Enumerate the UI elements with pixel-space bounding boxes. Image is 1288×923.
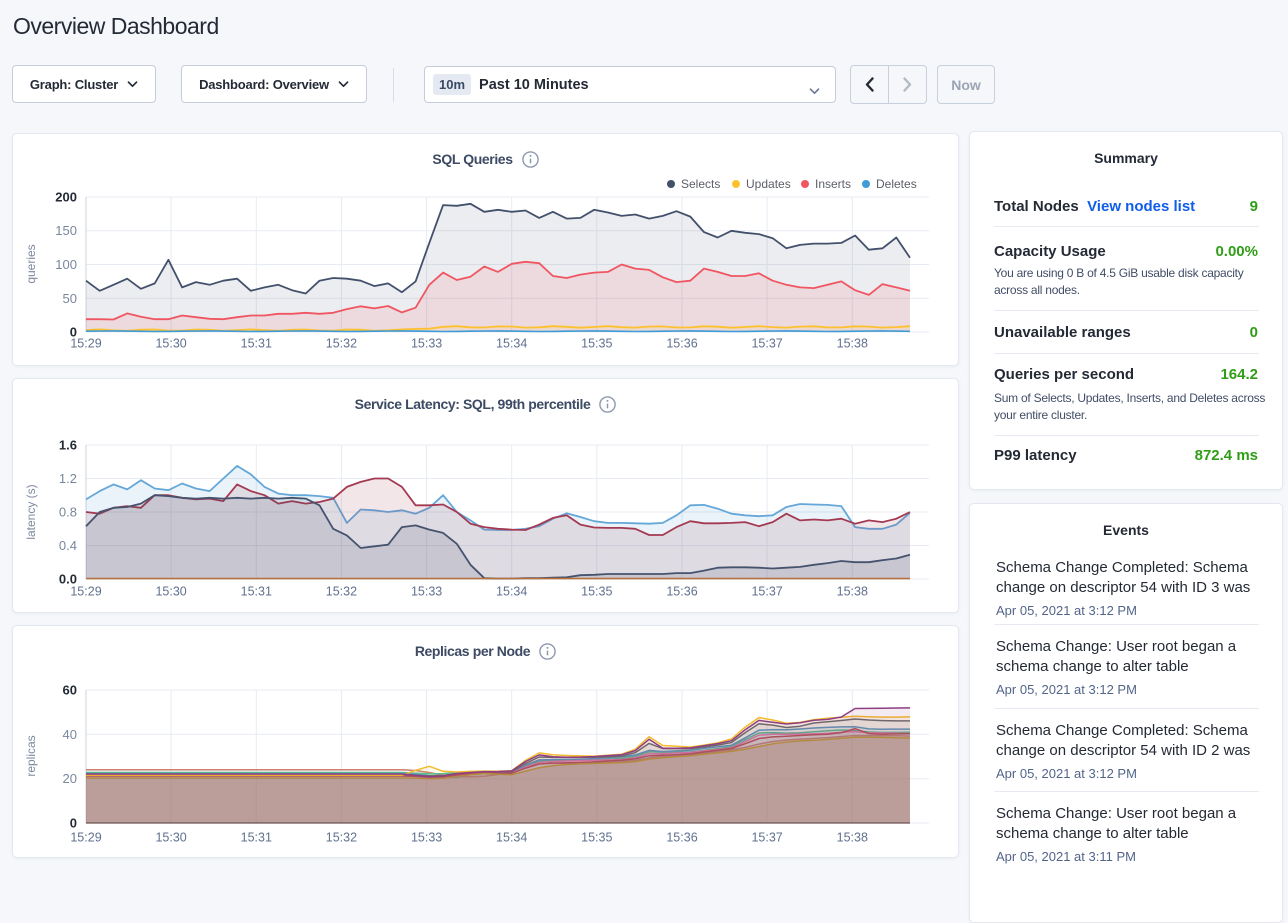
svg-text:0.8: 0.8 [59, 505, 77, 520]
svg-text:0.4: 0.4 [59, 538, 77, 553]
svg-text:15:37: 15:37 [751, 337, 782, 351]
svg-text:15:35: 15:35 [581, 337, 612, 351]
svg-text:15:34: 15:34 [496, 585, 527, 599]
svg-text:15:38: 15:38 [837, 831, 868, 845]
svg-text:15:36: 15:36 [666, 831, 697, 845]
svg-text:15:34: 15:34 [496, 831, 527, 845]
svg-text:15:32: 15:32 [326, 337, 357, 351]
svg-text:15:29: 15:29 [70, 585, 101, 599]
svg-text:queries: queries [24, 244, 38, 283]
svg-text:15:33: 15:33 [411, 585, 442, 599]
svg-text:15:38: 15:38 [837, 585, 868, 599]
svg-text:15:38: 15:38 [837, 337, 868, 351]
svg-text:15:29: 15:29 [70, 831, 101, 845]
svg-text:15:32: 15:32 [326, 585, 357, 599]
svg-text:15:37: 15:37 [751, 831, 782, 845]
svg-text:20: 20 [63, 771, 77, 786]
svg-text:15:36: 15:36 [666, 337, 697, 351]
svg-text:15:30: 15:30 [155, 831, 186, 845]
svg-text:15:31: 15:31 [241, 585, 272, 599]
svg-text:60: 60 [63, 683, 77, 698]
svg-text:15:30: 15:30 [155, 337, 186, 351]
svg-text:15:35: 15:35 [581, 831, 612, 845]
svg-text:15:37: 15:37 [751, 585, 782, 599]
svg-text:15:33: 15:33 [411, 831, 442, 845]
svg-text:50: 50 [63, 291, 77, 306]
svg-text:1.6: 1.6 [59, 438, 77, 453]
svg-text:1.2: 1.2 [59, 471, 77, 486]
svg-text:latency (s): latency (s) [24, 484, 38, 539]
svg-text:0: 0 [70, 816, 77, 831]
svg-text:0: 0 [70, 325, 77, 340]
svg-text:15:36: 15:36 [666, 585, 697, 599]
svg-text:150: 150 [55, 223, 77, 238]
svg-text:15:34: 15:34 [496, 337, 527, 351]
svg-text:15:35: 15:35 [581, 585, 612, 599]
svg-text:15:31: 15:31 [241, 337, 272, 351]
svg-text:15:29: 15:29 [70, 337, 101, 351]
svg-text:15:30: 15:30 [155, 585, 186, 599]
svg-text:15:31: 15:31 [241, 831, 272, 845]
svg-text:15:33: 15:33 [411, 337, 442, 351]
svg-text:15:32: 15:32 [326, 831, 357, 845]
svg-text:0.0: 0.0 [59, 572, 77, 587]
svg-text:40: 40 [63, 727, 77, 742]
svg-text:100: 100 [55, 257, 77, 272]
svg-text:replicas: replicas [24, 735, 38, 776]
svg-text:200: 200 [55, 190, 77, 205]
